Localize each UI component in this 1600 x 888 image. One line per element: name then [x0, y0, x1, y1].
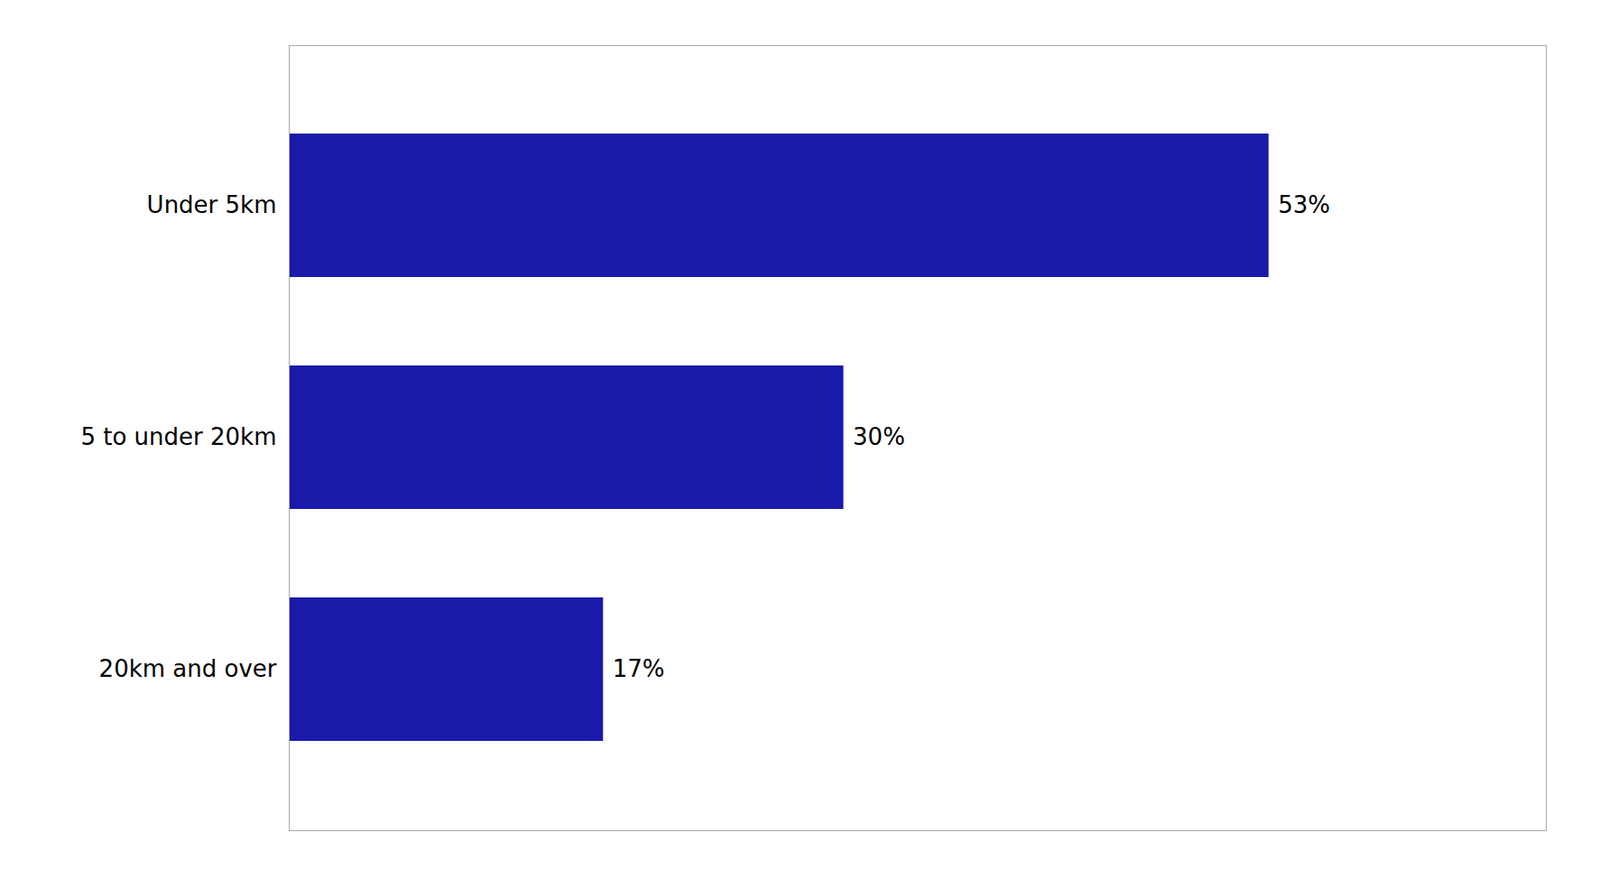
svg-text:Under 5km: Under 5km [147, 191, 278, 219]
svg-text:30%: 30% [852, 423, 906, 451]
svg-text:5 to under 20km: 5 to under 20km [80, 423, 277, 451]
svg-text:20km and over: 20km and over [99, 655, 278, 683]
svg-text:17%: 17% [612, 655, 666, 683]
svg-text:53%: 53% [1277, 191, 1331, 219]
